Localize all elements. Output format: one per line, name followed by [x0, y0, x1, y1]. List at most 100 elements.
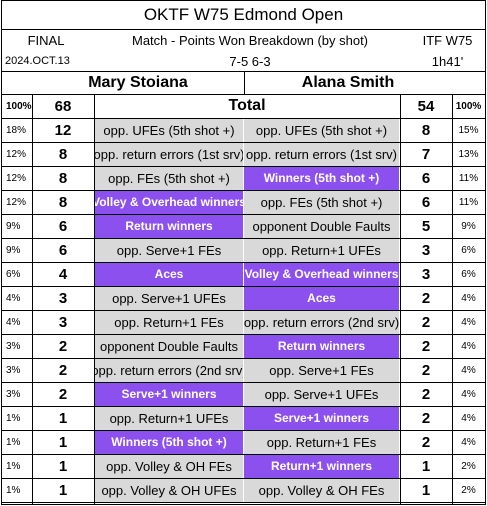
left-shot-label: Serve+1 winners — [95, 382, 243, 406]
total-left-pct: 100% — [6, 100, 32, 112]
shot-row: 9% 6 opp. Serve+1 FEs opp. Return+1 UFEs 3 6% — [2, 238, 485, 262]
left-pct: 1% — [6, 436, 21, 448]
left-shot-label: opp. return errors (2nd srv) — [95, 358, 243, 382]
left-points: 3 — [58, 289, 68, 307]
shot-row: 12% 8 opp. FEs (5th shot +) Winners (5th sh… — [2, 166, 485, 190]
shot-row: 1% 1 opp. Volley & OH UFEs opp. Volley & OH… — [2, 478, 485, 502]
left-pct: 4% — [6, 292, 21, 304]
right-shot-label: opp. Return+1 UFEs — [244, 238, 399, 262]
right-shot-label: opponent Double Faults — [244, 214, 399, 238]
grid-hline — [2, 430, 485, 431]
right-shot-label: Winners (5th shot +) — [244, 166, 399, 190]
left-points: 8 — [58, 169, 68, 187]
right-points: 2 — [421, 385, 431, 403]
right-pct: 6% — [461, 268, 476, 280]
match-date: 2024.OCT.13 — [5, 55, 70, 67]
left-pct: 1% — [6, 484, 21, 496]
grid-hline — [2, 262, 485, 263]
grid-hline — [2, 118, 485, 119]
grid-hline — [2, 142, 485, 143]
right-points: 2 — [421, 313, 431, 331]
right-shot-label: Aces — [244, 286, 399, 310]
shot-row: 9% 6 Return winners opponent Double Faults 5… — [2, 214, 485, 238]
player-left-name: Mary Stoiana — [88, 73, 188, 91]
right-shot-label: opp. Serve+1 FEs — [244, 358, 399, 382]
total-label: Total — [228, 97, 266, 114]
match-duration: 1h41' — [431, 53, 464, 69]
left-shot-label: Volley & Overhead winners — [95, 190, 243, 214]
shot-row: 4% 3 opp. Return+1 FEs opp. return errors (… — [2, 310, 485, 334]
left-pct: 4% — [6, 316, 21, 328]
right-pct: 2% — [461, 460, 476, 472]
grid-hline — [2, 214, 485, 215]
left-points: 2 — [58, 361, 68, 379]
right-shot-label: opp. Serve+1 UFEs — [244, 382, 399, 406]
right-pct: 13% — [458, 148, 479, 160]
left-points: 8 — [58, 145, 68, 163]
left-points: 4 — [58, 265, 68, 283]
right-pct: 15% — [458, 124, 479, 136]
right-shot-label: opp. FEs (5th shot +) — [244, 190, 399, 214]
left-points: 1 — [58, 433, 68, 451]
left-pct: 1% — [6, 460, 21, 472]
right-shot-label: Return+1 winners — [244, 454, 399, 478]
right-pct: 4% — [461, 388, 476, 400]
left-pct: 12% — [6, 148, 27, 160]
right-pct: 4% — [461, 436, 476, 448]
left-points: 2 — [58, 337, 68, 355]
left-pct: 3% — [6, 388, 21, 400]
left-shot-label: opp. return errors (1st srv) — [95, 142, 243, 166]
grid-hline — [2, 502, 485, 503]
left-shot-label: opponent Double Faults — [95, 334, 243, 358]
left-shot-label: Aces — [95, 262, 243, 286]
left-shot-label: Return winners — [95, 214, 243, 238]
grid-hline — [2, 310, 485, 311]
grid-hline — [2, 94, 485, 95]
right-shot-label: Return winners — [244, 334, 399, 358]
left-pct: 12% — [6, 172, 27, 184]
grid-vline — [244, 71, 245, 94]
right-pct: 9% — [461, 220, 476, 232]
shot-row: 3% 2 Serve+1 winners opp. Serve+1 UFEs 2 4% — [2, 382, 485, 406]
left-shot-label: opp. Volley & OH FEs — [95, 454, 243, 478]
left-points: 3 — [58, 313, 68, 331]
shot-row: 1% 1 opp. Return+1 UFEs Serve+1 winners 2 4% — [2, 406, 485, 430]
left-pct: 3% — [6, 364, 21, 376]
grid-vline — [452, 94, 453, 504]
right-shot-label: opp. Volley & OH FEs — [244, 478, 399, 502]
left-shot-label: opp. Serve+1 UFEs — [95, 286, 243, 310]
left-pct: 9% — [6, 220, 21, 232]
right-pct: 11% — [458, 196, 479, 208]
left-shot-label: opp. Return+1 FEs — [95, 310, 243, 334]
info-row-1: FINAL Match - Points Won Breakdown (by s… — [2, 29, 485, 51]
left-points: 6 — [58, 217, 68, 235]
grid-vline — [400, 94, 401, 504]
left-pct: 12% — [6, 196, 27, 208]
left-points: 8 — [58, 193, 68, 211]
left-shot-label: opp. UFEs (5th shot +) — [95, 118, 243, 142]
grid-hline — [2, 29, 485, 30]
left-points: 6 — [58, 241, 68, 259]
right-points: 6 — [421, 193, 431, 211]
shot-row: 3% 2 opp. return errors (2nd srv) opp. Serv… — [2, 358, 485, 382]
grid-vline — [32, 94, 33, 504]
total-right-pct: 100% — [455, 100, 482, 112]
shot-row: 12% 8 Volley & Overhead winners opp. FEs (5… — [2, 190, 485, 214]
right-points: 8 — [421, 121, 431, 139]
total-row: 100% 68 Total 54 100% — [2, 94, 485, 118]
shot-row: 6% 4 Aces Volley & Overhead winners 3 6% — [2, 262, 485, 286]
grid-hline — [2, 454, 485, 455]
grid-hline — [2, 238, 485, 239]
right-points: 3 — [421, 265, 431, 283]
grid-hline — [2, 358, 485, 359]
right-shot-label: opp. Return+1 FEs — [244, 430, 399, 454]
left-pct: 3% — [6, 340, 21, 352]
right-pct: 4% — [461, 340, 476, 352]
grid-hline — [2, 406, 485, 407]
left-pct: 6% — [6, 268, 21, 280]
right-points: 1 — [421, 457, 431, 475]
shot-row: 4% 3 opp. Serve+1 UFEs Aces 2 4% — [2, 286, 485, 310]
right-points: 2 — [421, 337, 431, 355]
right-shot-label: opp. return errors (1st srv) — [244, 142, 399, 166]
